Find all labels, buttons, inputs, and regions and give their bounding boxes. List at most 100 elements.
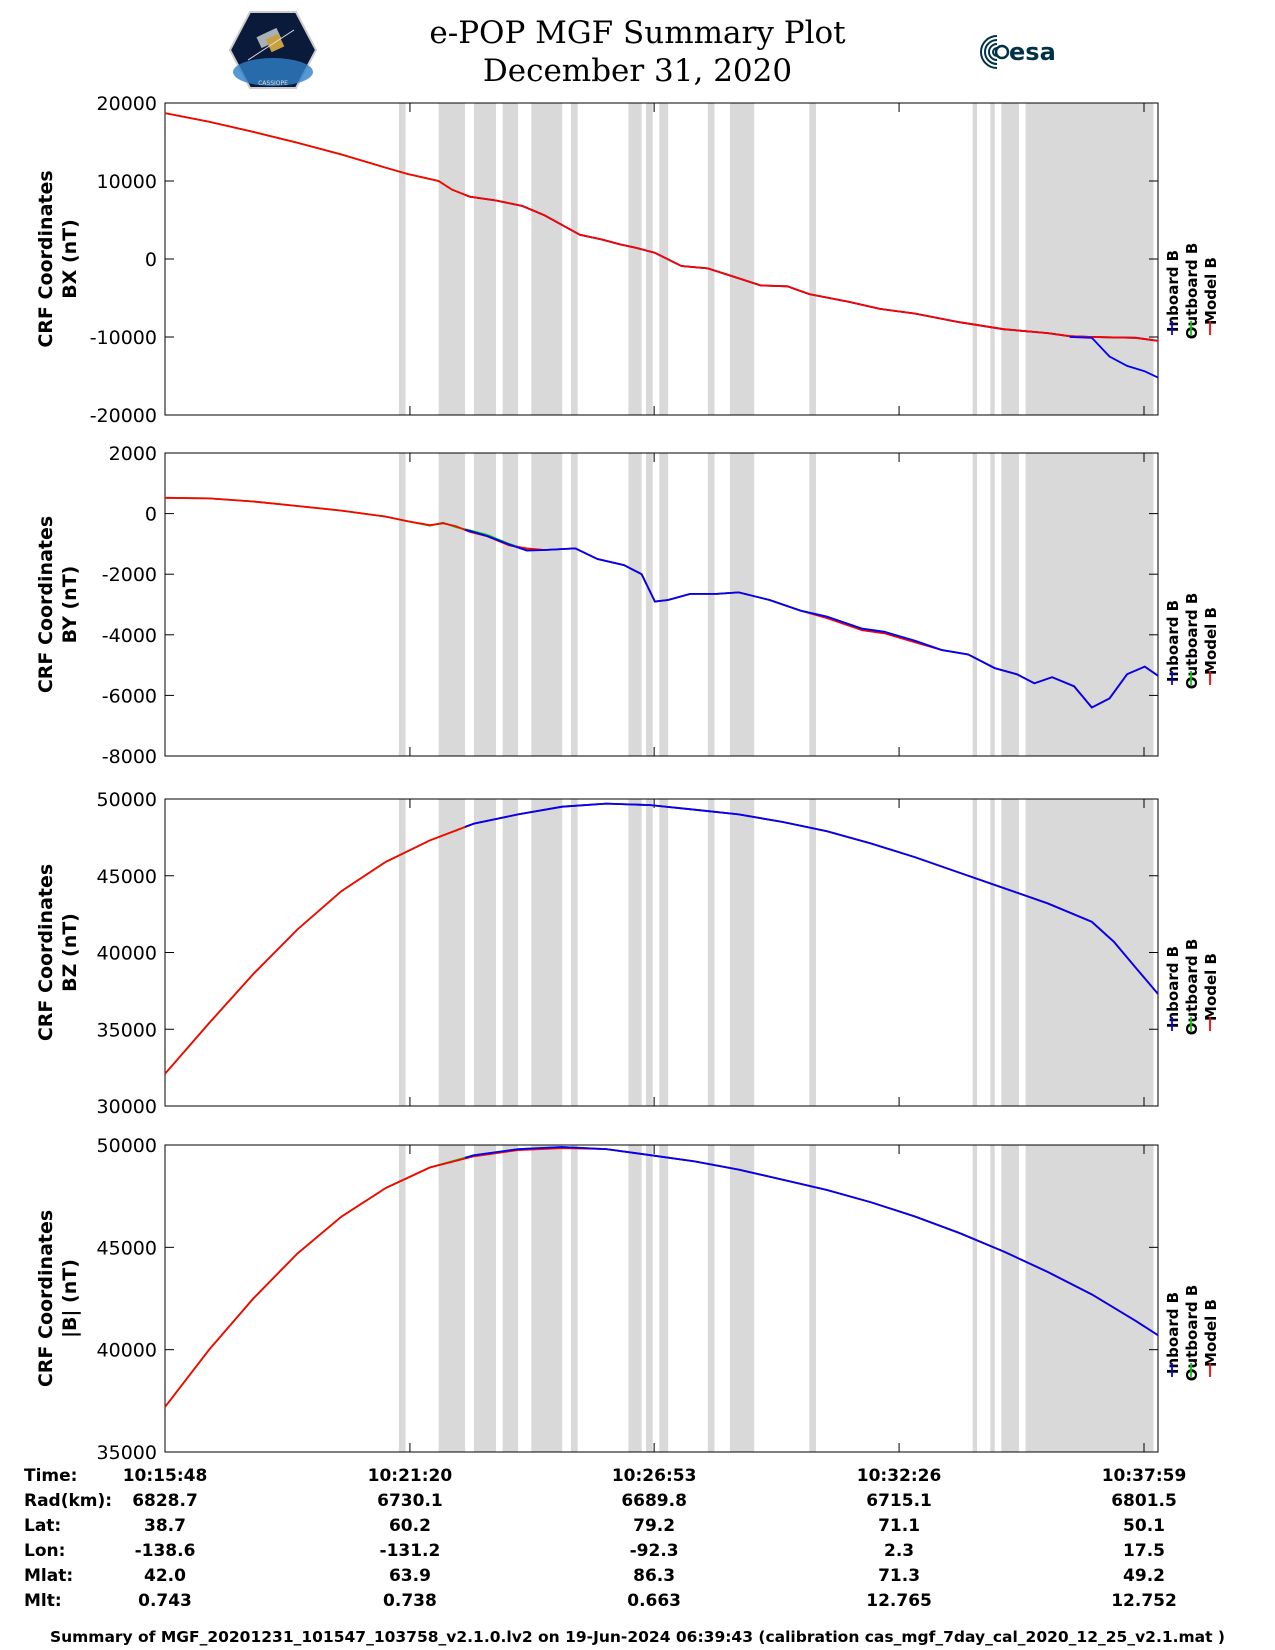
data-gap-band [659,1145,669,1452]
data-gap-band [809,1145,816,1452]
data-gap-band [398,453,406,756]
ephemeris-value: 50.1 [1123,1516,1165,1536]
y-tick-label: 35000 [97,1442,157,1464]
data-gap-band [473,103,496,415]
y-axis-label-line-2: BX (nT) [59,219,81,299]
ephemeris-row-label: Rad(km): [24,1491,112,1511]
ephemeris-value: 71.1 [878,1516,920,1536]
data-gap-band [1025,453,1154,756]
data-gap-band [628,453,642,756]
y-tick-label: 50000 [97,1135,157,1157]
data-gap-band [531,453,563,756]
data-gap-band [659,799,669,1106]
panel-3: 30000 35000 40000 45000 50000 CRF Coordinates… [35,789,1220,1118]
y-tick-label: 40000 [97,943,157,965]
y-tick-label: 45000 [97,866,157,888]
data-gap-band [659,453,669,756]
y-tick-label: 0 [145,249,157,271]
ephemeris-value: 0.663 [627,1591,681,1611]
ephemeris-value: 71.3 [878,1566,920,1586]
data-gap-band [646,799,653,1106]
series-inboard-b [464,802,1159,995]
data-gap-band [502,1145,519,1452]
y-tick-label: 35000 [97,1019,157,1041]
ephemeris-value: 6730.1 [377,1491,443,1511]
data-gap-band [473,1145,496,1452]
title-line-1: e-POP MGF Summary Plot [429,15,846,51]
data-gap-band [628,1145,642,1452]
ephemeris-value: 10:37:59 [1102,1466,1187,1486]
y-tick-label: -4000 [102,625,157,647]
panel-2: -8000 -6000 -4000 -2000 0 2000 CRF Coordinates… [35,443,1220,768]
y-axis-label-line-1: CRF Coordinates [35,170,57,347]
y-axis-label-line-1: CRF Coordinates [35,864,57,1041]
y-tick-label: 10000 [97,171,157,193]
y-tick-label: -20000 [90,405,157,427]
series-inboard-b [464,1146,1159,1337]
data-gap-band [972,103,978,415]
ephemeris-value: 6828.7 [132,1491,198,1511]
data-gap-band [438,103,466,415]
y-axis-label-line-1: CRF Coordinates [35,1210,57,1387]
ephemeris-value: 0.743 [138,1591,192,1611]
data-gap-band [729,1145,755,1452]
y-tick-label: 30000 [97,1096,157,1118]
ephemeris-value: 49.2 [1123,1566,1165,1586]
ephemeris-value: 10:32:26 [857,1466,942,1486]
data-gap-band [990,453,995,756]
y-tick-label: -10000 [90,327,157,349]
data-gap-band [531,799,563,1106]
data-gap-band [571,103,578,415]
panel-4: 35000 40000 45000 50000 CRF Coordinates |B| (… [35,1135,1220,1464]
y-tick-label: -2000 [102,564,157,586]
data-gap-band [1025,799,1154,1106]
data-gap-band [646,453,653,756]
y-tick-label: 40000 [97,1340,157,1362]
legend: Inboard B Outboard B Model B [1164,243,1220,340]
page-title: e-POP MGF Summary Plot December 31, 2020 [0,14,1275,90]
data-gap-band [1001,453,1019,756]
footer-caption: Summary of MGF_20201231_101547_103758_v2… [49,1628,1226,1646]
data-gap-band [438,453,466,756]
data-gap-band [990,103,995,415]
data-gap-band [398,799,406,1106]
series-model-b [164,112,1159,342]
ephemeris-value: 12.765 [866,1591,932,1611]
data-gap-band [659,103,669,415]
ephemeris-value: 0.738 [383,1591,437,1611]
y-tick-label: -6000 [102,685,157,707]
esa-logo: esa [980,35,1056,69]
ephemeris-value: 10:26:53 [612,1466,697,1486]
ephemeris-value: 42.0 [144,1566,186,1586]
y-axis-label: CRF Coordinates BY (nT) [35,516,81,693]
data-gap-band [473,799,496,1106]
data-gap-band [729,453,755,756]
ephemeris-row-label: Mlt: [24,1591,62,1611]
legend-label: Outboard B [1183,939,1201,1036]
ephemeris-value: 6689.8 [621,1491,687,1511]
data-gap-band [628,799,642,1106]
data-gap-band [809,799,816,1106]
legend-label: Outboard B [1183,1285,1201,1382]
legend-label: Model B [1202,607,1220,675]
legend: Inboard B Outboard B Model B [1164,1285,1220,1382]
title-line-2: December 31, 2020 [482,53,793,89]
data-gap-band [707,453,715,756]
epop-logo: CASSIOPE [228,11,318,89]
legend-label: Model B [1202,1299,1220,1367]
ephemeris-value: 38.7 [144,1516,186,1536]
legend-label: Inboard B [1164,946,1182,1028]
data-gap-band [809,103,816,415]
ephemeris-value: 86.3 [633,1566,675,1586]
ephemeris-table: Time: 10:15:48 10:21:20 10:26:53 10:32:26 10:… [24,1466,1186,1611]
esa-logo-text: esa [1009,38,1056,66]
y-tick-label: -8000 [102,746,157,768]
y-axis-label-line-1: CRF Coordinates [35,516,57,693]
y-tick-label: 20000 [97,93,157,115]
series-inboard-b-tail [1069,336,1159,379]
y-axis-label: CRF Coordinates BZ (nT) [35,864,81,1041]
ephemeris-value: -92.3 [630,1541,679,1561]
data-gap-band [809,453,816,756]
ephemeris-row-label: Time: [24,1466,77,1486]
